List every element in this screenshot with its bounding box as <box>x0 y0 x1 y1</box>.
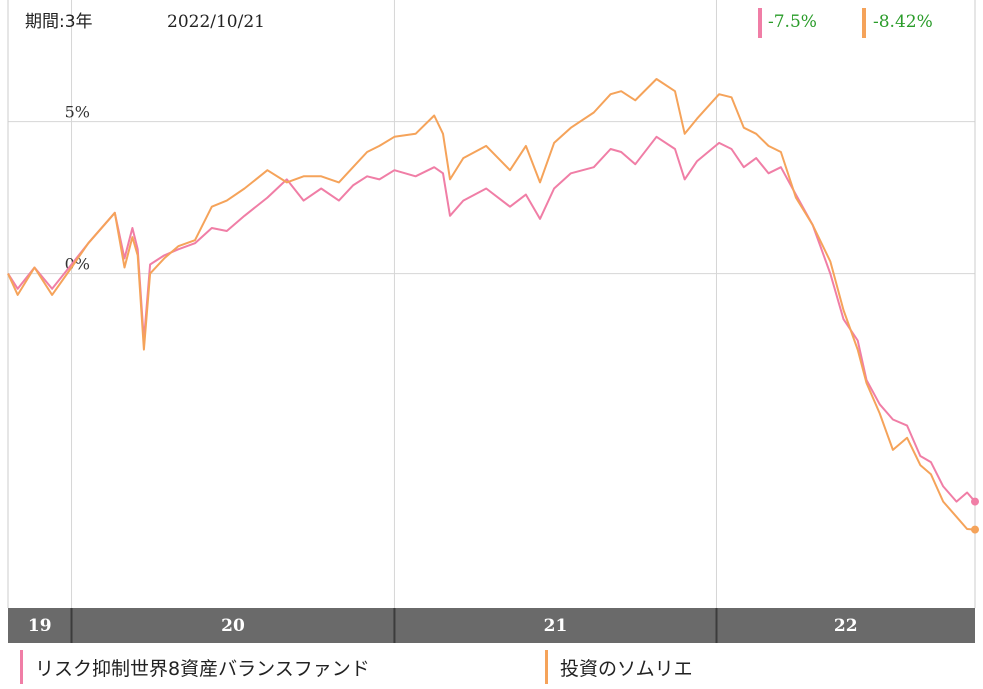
x-tick-label-0: 19 <box>28 616 52 636</box>
series-line-1 <box>7 78 976 531</box>
header-date: 2022/10/21 <box>167 12 265 32</box>
legend-swatch-1 <box>545 650 548 684</box>
series-line-0 <box>7 135 976 503</box>
series-end-marker-1 <box>971 525 979 534</box>
y-tick-label-1: 5% <box>65 103 90 122</box>
period-label: 期間:3年 <box>25 12 93 32</box>
legend-label-1: 投資のソムリエ <box>560 657 693 680</box>
x-tick-label-3: 22 <box>834 616 858 636</box>
summary-value-1: -8.42% <box>873 12 933 32</box>
summary-swatch-0 <box>758 8 762 38</box>
legend-item-1: 投資のソムリエ <box>545 650 693 684</box>
x-tick-label-2: 21 <box>544 616 568 636</box>
legend-item-0: リスク抑制世界8資産バランスファンド <box>20 650 370 684</box>
performance-chart: 19 20 21 22 0%5% 期間:3年 2022/10/21 -7.5% -8.… <box>7 0 979 643</box>
x-tick-label-1: 20 <box>221 616 245 636</box>
summary-value-0: -7.5% <box>768 12 817 32</box>
series-end-marker-0 <box>971 497 979 506</box>
legend-swatch-0 <box>20 650 23 684</box>
legend-label-0: リスク抑制世界8資産バランスファンド <box>35 657 370 680</box>
plot-background <box>8 0 975 608</box>
summary-swatch-1 <box>862 8 866 38</box>
x-axis-band <box>8 608 975 643</box>
